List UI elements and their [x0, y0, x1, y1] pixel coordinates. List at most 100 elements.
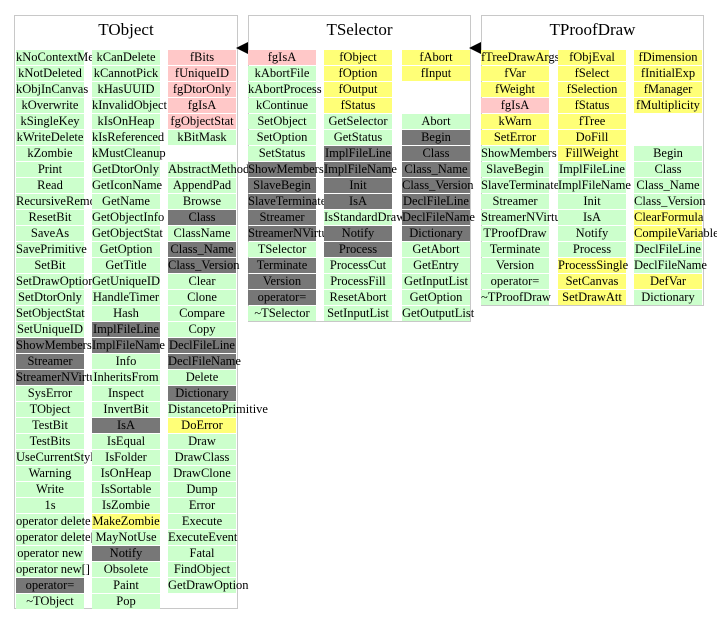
- member-cell: kIsReferenced: [92, 130, 165, 145]
- member-cell: Process: [558, 242, 626, 257]
- member-cell: ProcessFill: [324, 274, 392, 289]
- member-cell: Warning: [16, 466, 84, 481]
- member-cell: kInvalidObject: [92, 98, 167, 113]
- class-title-tselector: TSelector: [326, 20, 393, 39]
- member-cell: ImplFileLine: [92, 322, 160, 337]
- member-cell: fDimension: [634, 50, 702, 65]
- member-cell: kMustCleanup: [92, 146, 166, 161]
- member-cell: IsA: [324, 194, 392, 209]
- member-cell: Class: [168, 210, 236, 225]
- member-cell: GetName: [92, 194, 160, 209]
- member-cell: IsFolder: [92, 450, 160, 465]
- member-cell: Inspect: [92, 386, 160, 401]
- member-cell: operator new[]: [16, 562, 90, 577]
- member-cell: TProofDraw: [481, 226, 549, 241]
- member-cell: Info: [92, 354, 160, 369]
- member-cell: GetInputList: [402, 274, 470, 289]
- member-cell: fTreeDrawArgsParser: [481, 50, 591, 65]
- member-cell: kCannotPick: [92, 66, 160, 81]
- member-cell: GetObjectStat: [92, 226, 163, 241]
- member-cell: ProcessSingle: [558, 258, 629, 273]
- member-cell: ProcessCut: [324, 258, 392, 273]
- member-cell: ImplFileName: [92, 338, 165, 353]
- member-cell: GetOption: [92, 242, 160, 257]
- member-cell: kZombie: [16, 146, 84, 161]
- member-cell: SetObjectStat: [16, 306, 85, 321]
- class-title-tproofdraw: TProofDraw: [549, 20, 636, 39]
- inheritance-arrow-icon: [469, 42, 481, 54]
- class-title-tobject: TObject: [98, 20, 154, 39]
- member-cell: GetSelector: [324, 114, 392, 129]
- member-cell: Hash: [92, 306, 160, 321]
- member-cell: Obsolete: [92, 562, 160, 577]
- member-cell: SavePrimitive: [16, 242, 87, 257]
- member-cell: IsZombie: [92, 498, 160, 513]
- member-cell: Notify: [324, 226, 392, 241]
- member-cell: ~TProofDraw: [481, 290, 551, 305]
- member-cell: DeclFileLine: [168, 338, 236, 353]
- member-cell: SetOption: [248, 130, 316, 145]
- member-cell: IsA: [92, 418, 160, 433]
- member-cell: SetBit: [16, 258, 84, 273]
- member-cell: operator delete[]: [16, 530, 99, 545]
- member-cell: Init: [558, 194, 626, 209]
- member-cell: FindObject: [168, 562, 236, 577]
- member-cell: GetDrawOption: [168, 578, 249, 593]
- member-cell: kObjInCanvas: [16, 82, 89, 97]
- member-cell: ResetAbort: [324, 290, 392, 305]
- member-cell: Streamer: [16, 354, 84, 369]
- member-cell: operator delete: [16, 514, 91, 529]
- member-cell: Dictionary: [402, 226, 470, 241]
- member-cell: 1s: [16, 498, 84, 513]
- member-cell: SetStatus: [248, 146, 316, 161]
- member-cell: Terminate: [248, 258, 316, 273]
- member-cell: kSingleKey: [16, 114, 84, 129]
- member-cell: DeclFileLine: [402, 194, 470, 209]
- member-cell: ShowMembers: [16, 338, 92, 353]
- member-cell: StreamerNVirtual: [481, 210, 570, 225]
- member-cell: InheritsFrom: [92, 370, 160, 385]
- member-cell: GetAbort: [402, 242, 470, 257]
- member-cell: AppendPad: [168, 178, 236, 193]
- member-cell: fObject: [324, 50, 392, 65]
- member-cell: ~TObject: [16, 594, 84, 609]
- member-cell: [634, 130, 702, 145]
- member-cell: Class_Name: [634, 178, 702, 193]
- member-cell: operator new: [16, 546, 84, 561]
- member-cell: SlaveBegin: [248, 178, 316, 193]
- member-cell: Paint: [92, 578, 160, 593]
- member-cell: ClassName: [168, 226, 236, 241]
- member-cell: fUniqueID: [168, 66, 236, 81]
- member-cell: fInitialExp: [634, 66, 702, 81]
- member-cell: MakeZombie: [92, 514, 160, 529]
- member-cell: fgObjectStat: [168, 114, 236, 129]
- member-cell: Print: [16, 162, 84, 177]
- member-cell: Class_Name: [168, 242, 236, 257]
- member-cell: GetDtorOnly: [92, 162, 160, 177]
- member-cell: Compare: [168, 306, 236, 321]
- member-cell: kWarn: [481, 114, 549, 129]
- member-cell: GetIconName: [92, 178, 163, 193]
- member-cell: TObject: [16, 402, 84, 417]
- member-cell: AbstractMethod: [168, 162, 250, 177]
- member-cell: ClearFormula: [634, 210, 704, 225]
- member-cell: DrawClone: [168, 466, 236, 481]
- member-cell: fOption: [324, 66, 392, 81]
- member-cell: SlaveTerminate: [248, 194, 327, 209]
- member-cell: ImplFileLine: [558, 162, 626, 177]
- member-cell: IsOnHeap: [92, 466, 160, 481]
- member-cell: fManager: [634, 82, 702, 97]
- member-cell: GetObjectInfo: [92, 210, 165, 225]
- member-cell: fObjEval: [558, 50, 626, 65]
- member-cell: [402, 82, 470, 97]
- member-cell: ImplFileLine: [324, 146, 392, 161]
- member-cell: Dictionary: [168, 386, 236, 401]
- member-cell: fInput: [402, 66, 470, 81]
- member-cell: Begin: [634, 146, 702, 161]
- member-cell: SetDrawAtt: [558, 290, 626, 305]
- member-cell: Class_Name: [402, 162, 470, 177]
- member-cell: HandleTimer: [92, 290, 160, 305]
- member-cell: ResetBit: [16, 210, 84, 225]
- member-cell: Class_Version: [168, 258, 240, 273]
- member-cell: fgDtorOnly: [168, 82, 236, 97]
